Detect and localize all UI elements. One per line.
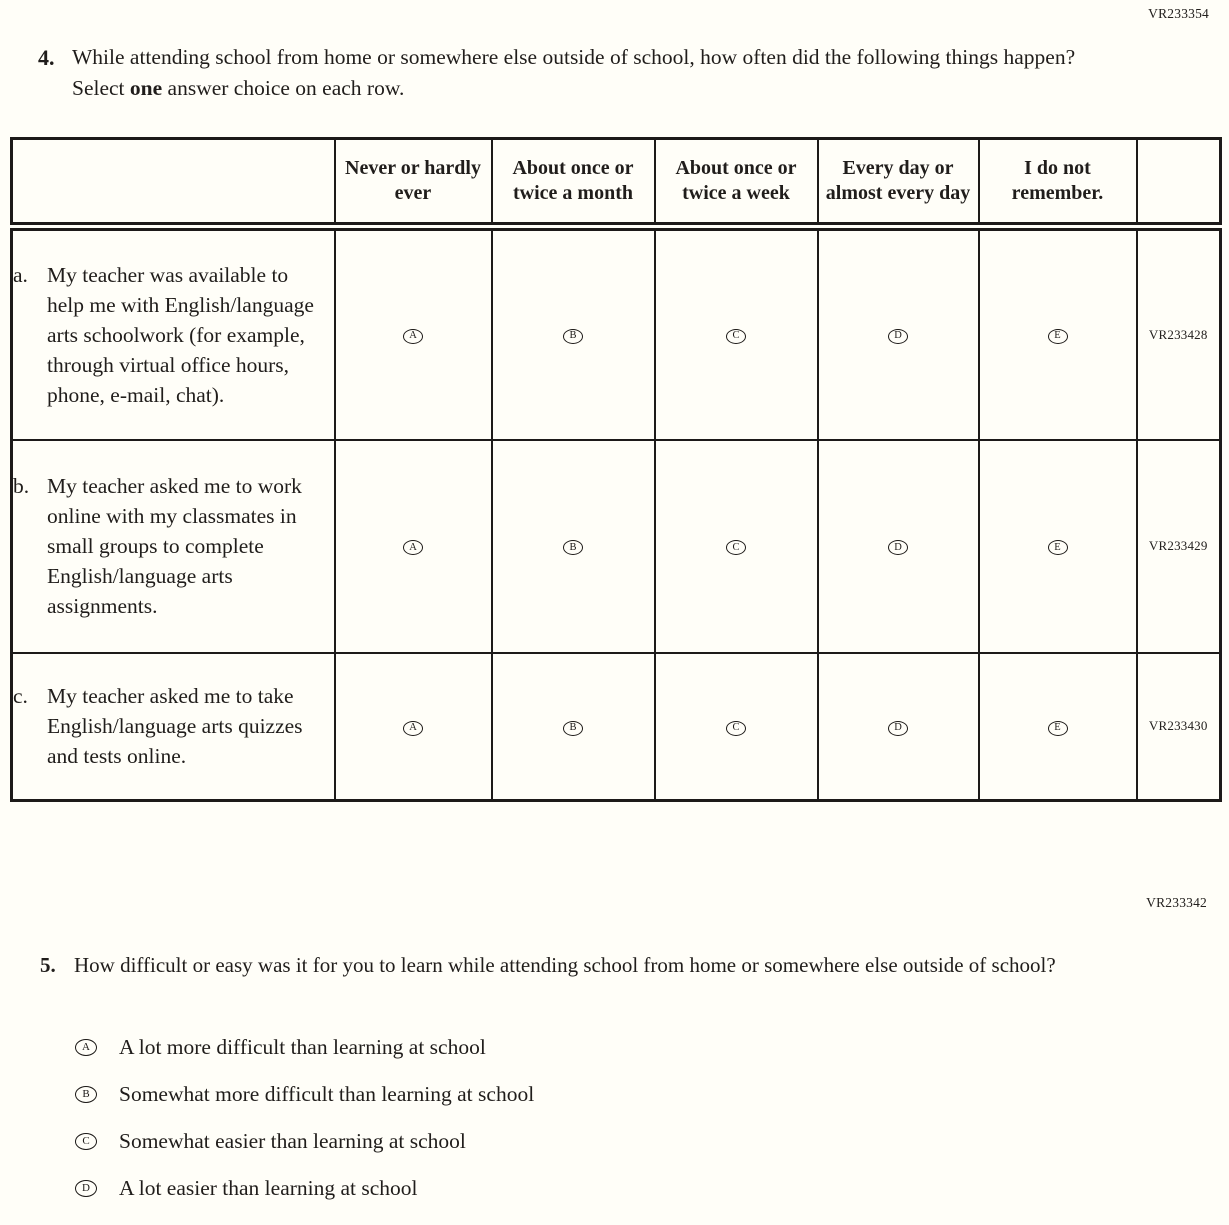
question-4-text-part1: While attending school from home or some… [72, 45, 1076, 100]
row-a-letter: a. [13, 262, 28, 287]
answer-bubble-5-B[interactable]: B [75, 1086, 97, 1103]
question-4-text-part2: answer choice on each row. [162, 76, 405, 100]
header-empty-code [1135, 137, 1222, 231]
question-5-option-A-label: A lot more difficult than learning at sc… [119, 1035, 486, 1059]
question-5-options: A A lot more difficult than learning at … [75, 1035, 535, 1225]
answer-bubble-c-B[interactable]: B [563, 720, 583, 736]
answer-bubble-b-E[interactable]: E [1047, 540, 1068, 556]
question-5-option-C-label: Somewhat easier than learning at school [119, 1129, 466, 1153]
header-never-or-hardly-ever: Never or hardly ever [333, 137, 493, 231]
question-5-option-D[interactable]: D A lot easier than learning at school [75, 1176, 534, 1200]
row-c-cell-E[interactable]: E [977, 651, 1138, 802]
row-b-letter: b. [13, 474, 30, 498]
row-b-cell-A[interactable]: A [333, 438, 493, 654]
answer-bubble-a-C[interactable]: C [726, 329, 746, 345]
question-5-text: How difficult or easy was it for you to … [74, 953, 1056, 977]
answer-bubble-c-E[interactable]: E [1047, 720, 1068, 736]
row-c-stem: c. My teacher asked me to take English/l… [10, 651, 336, 802]
row-c-cell-C[interactable]: C [653, 651, 819, 802]
question-5: 5. How difficult or easy was it for you … [40, 950, 1150, 981]
table-row-b: b. My teacher asked me to work online wi… [10, 438, 1222, 654]
row-b-cell-E[interactable]: E [977, 438, 1138, 654]
answer-bubble-c-D[interactable]: D [888, 720, 908, 736]
header-every-day: Every day or almost every day [816, 137, 980, 231]
form-code-middle-right: VR233342 [1146, 895, 1207, 910]
question-4-text: While attending school from home or some… [72, 42, 1113, 104]
row-a-text: My teacher was available to help me with… [47, 262, 314, 407]
question-4-bold-word: one [129, 76, 163, 100]
question-4-number: 4. [38, 45, 55, 70]
answer-bubble-c-A[interactable]: A [403, 720, 423, 736]
answer-bubble-a-D[interactable]: D [888, 329, 908, 345]
row-c-text: My teacher asked me to take English/lang… [47, 684, 303, 769]
answer-bubble-a-E[interactable]: E [1047, 329, 1068, 345]
answer-bubble-5-A[interactable]: A [75, 1039, 97, 1056]
answer-bubble-a-A[interactable]: A [403, 329, 423, 345]
question-5-option-A[interactable]: A A lot more difficult than learning at … [75, 1035, 534, 1059]
row-a-cell-D[interactable]: D [816, 225, 980, 441]
header-do-not-remember: I do not remember. [977, 137, 1138, 231]
row-c-cell-A[interactable]: A [333, 651, 493, 802]
row-a-cell-A[interactable]: A [333, 225, 493, 441]
question-5-number: 5. [40, 953, 56, 977]
form-code-top-right: VR233354 [1148, 6, 1209, 21]
answer-bubble-b-B[interactable]: B [563, 540, 583, 556]
row-a-cell-C[interactable]: C [653, 225, 819, 441]
row-b-cell-B[interactable]: B [490, 438, 656, 654]
row-b-cell-C[interactable]: C [653, 438, 819, 654]
row-b-stem: b. My teacher asked me to work online wi… [10, 438, 336, 654]
question-4: 4. While attending school from home or s… [38, 42, 1113, 104]
row-a-cell-B[interactable]: B [490, 225, 656, 441]
row-c-letter: c. [13, 684, 28, 709]
question-5-option-B-label: Somewhat more difficult than learning at… [119, 1082, 535, 1106]
answer-bubble-b-C[interactable]: C [726, 540, 746, 556]
table-row-c: c. My teacher asked me to take English/l… [10, 651, 1222, 802]
row-b-text: My teacher asked me to work online with … [47, 474, 302, 618]
answer-bubble-5-C[interactable]: C [75, 1133, 97, 1150]
row-b-cell-D[interactable]: D [816, 438, 980, 654]
row-a-cell-E[interactable]: E [977, 225, 1138, 441]
row-c-code: VR233430 [1135, 651, 1222, 802]
answer-bubble-c-C[interactable]: C [726, 720, 746, 736]
row-c-cell-B[interactable]: B [490, 651, 656, 802]
header-empty-stem [10, 137, 336, 231]
answer-bubble-5-D[interactable]: D [75, 1180, 97, 1197]
question-5-option-C[interactable]: C Somewhat easier than learning at schoo… [75, 1129, 534, 1153]
row-a-stem: a. My teacher was available to help me w… [10, 225, 336, 441]
row-b-code: VR233429 [1135, 438, 1222, 654]
table-row-a: a. My teacher was available to help me w… [10, 225, 1222, 441]
row-a-code: VR233428 [1135, 225, 1222, 441]
table-header-row: Never or hardly ever About once or twice… [10, 137, 1222, 231]
question-5-option-B[interactable]: B Somewhat more difficult than learning … [75, 1082, 535, 1106]
question-5-option-D-label: A lot easier than learning at school [119, 1176, 418, 1200]
answer-bubble-b-A[interactable]: A [403, 540, 423, 556]
header-once-twice-week: About once or twice a week [653, 137, 819, 231]
header-once-twice-month: About once or twice a month [490, 137, 656, 231]
answer-bubble-b-D[interactable]: D [888, 540, 908, 556]
row-c-cell-D[interactable]: D [816, 651, 980, 802]
answer-bubble-a-B[interactable]: B [563, 329, 583, 345]
question-4-matrix-table: Never or hardly ever About once or twice… [10, 137, 1222, 802]
